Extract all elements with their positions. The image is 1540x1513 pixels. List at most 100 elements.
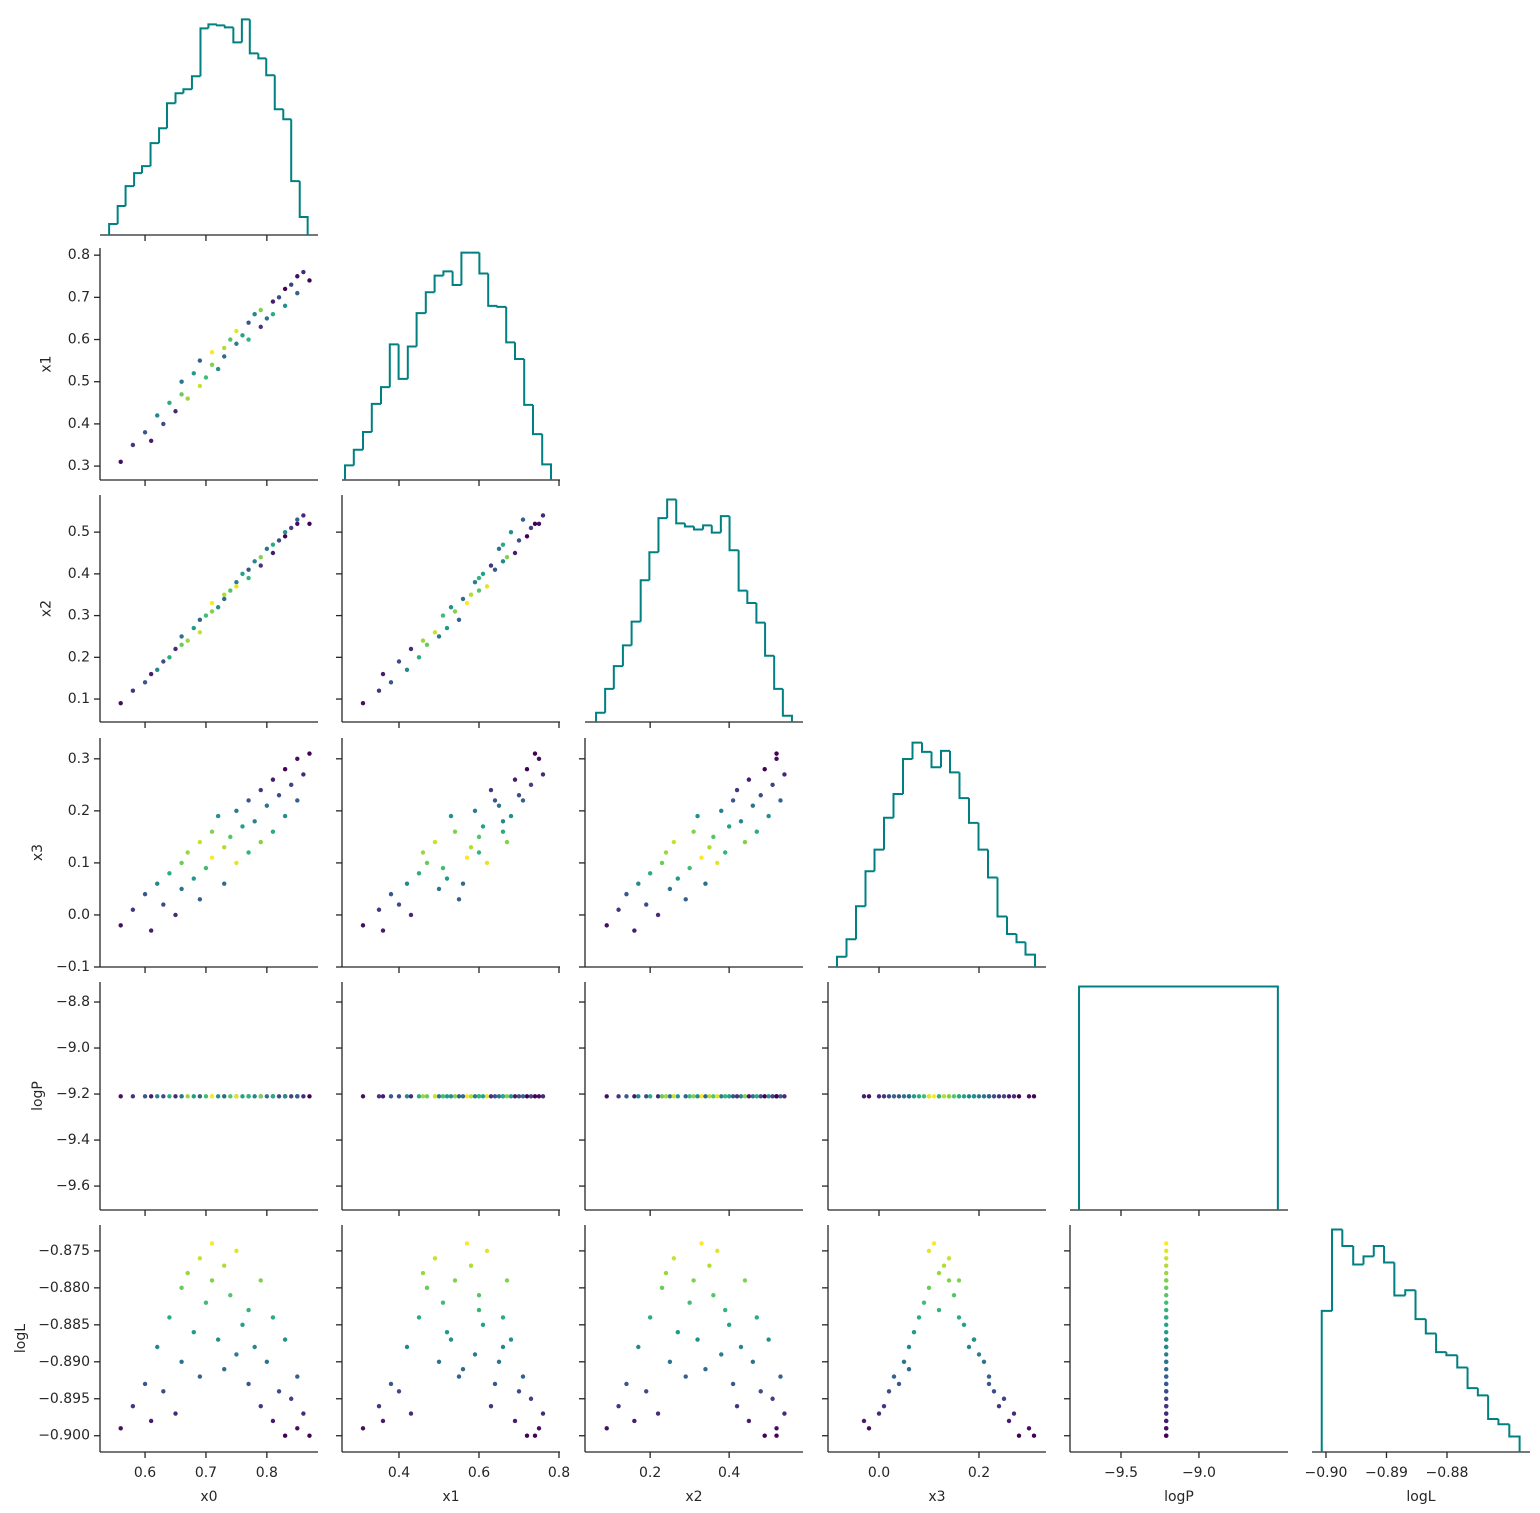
scatter-point bbox=[996, 1403, 1002, 1409]
scatter-point bbox=[719, 1352, 724, 1357]
scatter-point bbox=[197, 630, 203, 635]
scatter-point bbox=[289, 1396, 294, 1401]
scatter-point bbox=[616, 907, 621, 912]
x-axis-label: logL bbox=[1406, 1489, 1435, 1505]
y-tick-label: 0.4 bbox=[68, 566, 90, 582]
y-tick-label: −0.875 bbox=[38, 1243, 90, 1259]
scatter-point bbox=[209, 600, 215, 606]
scatter-point bbox=[520, 1374, 526, 1379]
scatter-point bbox=[774, 1094, 779, 1099]
scatter-point bbox=[961, 1322, 967, 1328]
scatter-point bbox=[209, 362, 215, 368]
scatter-point bbox=[1031, 1433, 1037, 1438]
y-tick-label: 0.3 bbox=[68, 751, 90, 767]
histogram-bin bbox=[911, 741, 922, 760]
scatter-point bbox=[130, 907, 136, 912]
histogram-bin bbox=[958, 772, 969, 800]
scatter-point bbox=[866, 1094, 872, 1099]
scatter-point bbox=[916, 1094, 922, 1099]
histogram-bin bbox=[648, 551, 659, 581]
scatter-point bbox=[209, 1241, 215, 1246]
scatter-point bbox=[258, 324, 263, 330]
histogram-bin bbox=[199, 27, 209, 77]
scatter-point bbox=[636, 1344, 641, 1350]
scatter-point bbox=[276, 1389, 282, 1394]
x-tick-label: 0.0 bbox=[868, 1465, 890, 1481]
histogram-bin bbox=[1476, 1388, 1489, 1397]
histogram-bin bbox=[541, 434, 552, 480]
scatter-point bbox=[252, 312, 257, 317]
scatter-point bbox=[699, 1241, 704, 1246]
x-axis-label: logP bbox=[1164, 1489, 1194, 1505]
scatter-point bbox=[516, 793, 522, 798]
scatter-point bbox=[197, 839, 203, 845]
x-tick-label: −0.88 bbox=[1426, 1465, 1469, 1481]
histogram-bin bbox=[1362, 1255, 1374, 1265]
scatter-point bbox=[258, 787, 263, 793]
histogram-bin bbox=[639, 579, 650, 622]
x-tick-label: 0.2 bbox=[968, 1465, 990, 1481]
histogram-bin bbox=[604, 687, 614, 713]
y-tick-label: 0.2 bbox=[68, 803, 90, 819]
scatter-point bbox=[647, 1315, 653, 1320]
scatter-point bbox=[222, 354, 227, 359]
scatter-point bbox=[632, 1094, 637, 1099]
scatter-point bbox=[258, 1278, 263, 1283]
scatter-point bbox=[703, 1366, 708, 1372]
histogram-bin bbox=[424, 291, 435, 314]
scatter-point bbox=[448, 1337, 454, 1342]
scatter-point bbox=[1164, 1322, 1169, 1328]
scatter-point bbox=[179, 642, 184, 648]
scatter-point bbox=[951, 1293, 957, 1298]
scatter-point bbox=[663, 850, 669, 855]
scatter-point bbox=[191, 1094, 196, 1099]
x-axis-label: x3 bbox=[928, 1489, 945, 1505]
scatter-point bbox=[452, 609, 458, 614]
scatter-point bbox=[896, 1094, 902, 1099]
scatter-point bbox=[496, 546, 502, 552]
scatter-point bbox=[655, 1094, 661, 1099]
y-axis-label: logL bbox=[13, 1324, 29, 1353]
scatter-point bbox=[228, 1293, 233, 1298]
histogram-bin bbox=[124, 185, 135, 207]
scatter-point bbox=[209, 1278, 215, 1283]
scatter-point bbox=[632, 1418, 637, 1424]
scatter-point bbox=[711, 834, 716, 840]
scatter-point bbox=[173, 646, 178, 652]
histogram-bin bbox=[675, 499, 685, 525]
scatter-point bbox=[881, 1403, 887, 1409]
scatter-point bbox=[715, 1248, 720, 1254]
scatter-point bbox=[448, 1094, 454, 1099]
scatter-point bbox=[460, 1366, 466, 1372]
scatter-point bbox=[197, 358, 203, 363]
scatter-point bbox=[986, 1381, 992, 1387]
y-axis-label: x3 bbox=[30, 844, 46, 861]
scatter-point bbox=[488, 787, 494, 793]
scatter-point bbox=[240, 1094, 245, 1099]
scatter-point bbox=[215, 813, 221, 819]
scatter-point bbox=[420, 1094, 426, 1099]
scatter-point bbox=[301, 1094, 306, 1099]
scatter-point bbox=[476, 1307, 482, 1313]
histogram-bin bbox=[719, 515, 730, 533]
scatter-point bbox=[1164, 1263, 1169, 1268]
scatter-point bbox=[197, 897, 203, 902]
scatter-point bbox=[512, 777, 518, 782]
scatter-point bbox=[667, 1094, 673, 1099]
scatter-point bbox=[946, 1278, 952, 1283]
scatter-point bbox=[380, 1418, 386, 1424]
scatter-point bbox=[464, 1094, 470, 1099]
scatter-point bbox=[240, 824, 245, 829]
scatter-point bbox=[167, 400, 172, 406]
scatter-point bbox=[252, 819, 257, 824]
scatter-point bbox=[424, 1094, 430, 1099]
scatter-point bbox=[1164, 1270, 1169, 1276]
scatter-point bbox=[484, 1094, 490, 1099]
scatter-point bbox=[416, 1315, 422, 1320]
scatter-point bbox=[956, 1315, 962, 1320]
scatter-point bbox=[604, 1426, 609, 1431]
scatter-point bbox=[301, 772, 306, 777]
scatter-point bbox=[307, 521, 312, 526]
scatter-point bbox=[936, 1270, 942, 1276]
scatter-point bbox=[711, 1293, 716, 1298]
